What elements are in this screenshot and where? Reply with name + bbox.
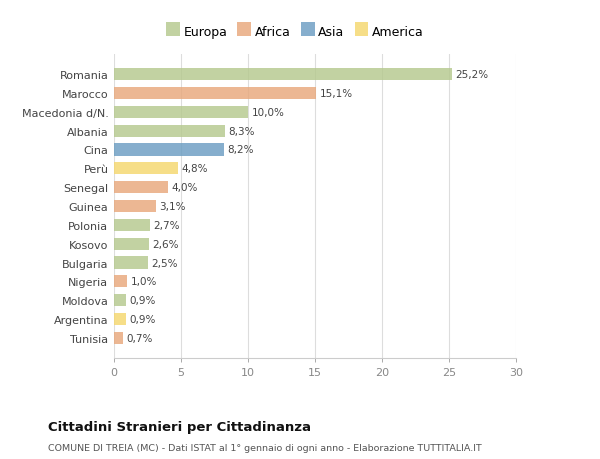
- Bar: [114, 163, 178, 175]
- Text: 4,0%: 4,0%: [171, 183, 197, 193]
- Text: 8,3%: 8,3%: [229, 126, 255, 136]
- Text: 2,6%: 2,6%: [152, 239, 179, 249]
- Bar: [114, 276, 127, 288]
- Bar: [114, 201, 155, 213]
- Bar: [114, 332, 124, 344]
- Text: 0,9%: 0,9%: [130, 296, 156, 306]
- Text: 8,2%: 8,2%: [227, 145, 254, 155]
- Text: 2,7%: 2,7%: [154, 220, 180, 230]
- Bar: [114, 294, 126, 307]
- Bar: [114, 182, 167, 194]
- Legend: Europa, Africa, Asia, America: Europa, Africa, Asia, America: [162, 22, 428, 42]
- Text: 0,9%: 0,9%: [130, 314, 156, 325]
- Bar: [114, 69, 452, 81]
- Text: 4,8%: 4,8%: [182, 164, 208, 174]
- Text: 25,2%: 25,2%: [455, 70, 488, 80]
- Text: 1,0%: 1,0%: [131, 277, 157, 287]
- Bar: [114, 313, 126, 325]
- Bar: [114, 257, 148, 269]
- Bar: [114, 144, 224, 156]
- Text: Cittadini Stranieri per Cittadinanza: Cittadini Stranieri per Cittadinanza: [48, 420, 311, 433]
- Bar: [114, 106, 248, 119]
- Bar: [114, 125, 225, 137]
- Text: 10,0%: 10,0%: [251, 107, 284, 118]
- Text: COMUNE DI TREIA (MC) - Dati ISTAT al 1° gennaio di ogni anno - Elaborazione TUTT: COMUNE DI TREIA (MC) - Dati ISTAT al 1° …: [48, 443, 482, 452]
- Bar: [114, 219, 150, 231]
- Bar: [114, 88, 316, 100]
- Text: 0,7%: 0,7%: [127, 333, 153, 343]
- Text: 3,1%: 3,1%: [159, 202, 185, 212]
- Text: 2,5%: 2,5%: [151, 258, 178, 268]
- Bar: [114, 238, 149, 250]
- Text: 15,1%: 15,1%: [320, 89, 353, 99]
